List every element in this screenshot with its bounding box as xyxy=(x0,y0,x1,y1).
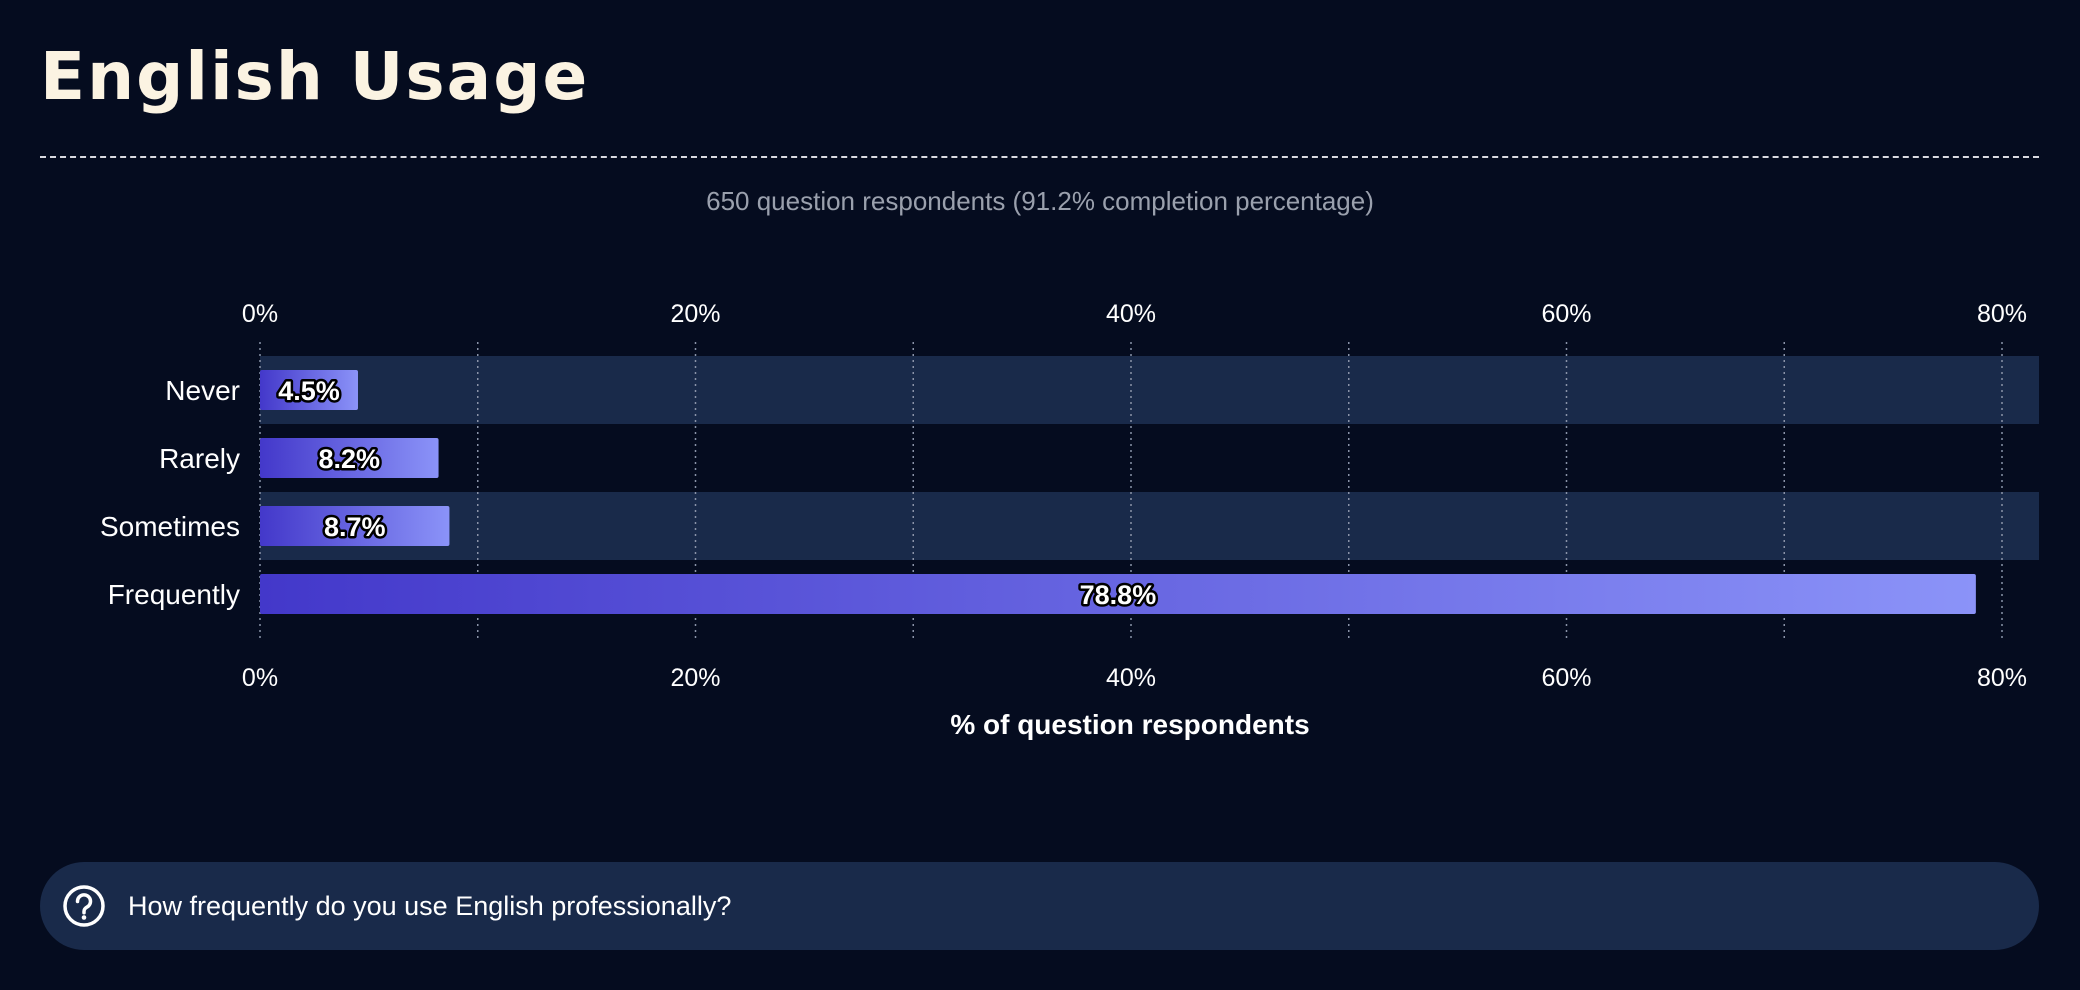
category-label: Frequently xyxy=(108,579,240,610)
tick-label-bottom: 20% xyxy=(670,664,720,692)
question-text: How frequently do you use English profes… xyxy=(128,891,732,921)
tick-label-bottom: 0% xyxy=(242,664,278,692)
bar-value-label: 4.5% xyxy=(278,376,340,406)
tick-label-top: 0% xyxy=(242,300,278,328)
bar-chart: 0% 20% 40% 60% 80% 0% 20% 40% 60% 80% Never Rarel… xyxy=(100,300,2039,740)
row-band xyxy=(260,356,2039,424)
tick-label-bottom: 60% xyxy=(1541,664,1591,692)
row-bands xyxy=(260,356,2039,560)
category-label: Sometimes xyxy=(100,511,240,542)
bar xyxy=(260,438,439,478)
respondents-subtitle: 650 question respondents (91.2% completi… xyxy=(706,186,1374,216)
tick-label-top: 20% xyxy=(670,300,720,328)
tick-label-bottom: 80% xyxy=(1977,664,2027,692)
bar-value-label: 8.7% xyxy=(324,512,386,542)
bar xyxy=(260,370,358,410)
question-box: How frequently do you use English profes… xyxy=(40,862,2039,950)
category-label: Rarely xyxy=(159,443,240,474)
bottom-axis-ticks: 0% 20% 40% 60% 80% xyxy=(242,664,2027,692)
top-axis-ticks: 0% 20% 40% 60% 80% xyxy=(242,300,2027,328)
bar xyxy=(260,574,1976,614)
page-title: English Usage xyxy=(40,38,590,115)
bar-value-label: 8.2% xyxy=(319,444,381,474)
bars xyxy=(260,370,1976,614)
x-axis-label: % of question respondents xyxy=(950,709,1309,740)
category-label: Never xyxy=(165,375,240,406)
row-band xyxy=(260,492,2039,560)
bar xyxy=(260,506,450,546)
tick-label-top: 40% xyxy=(1106,300,1156,328)
tick-label-bottom: 40% xyxy=(1106,664,1156,692)
tick-label-top: 60% xyxy=(1541,300,1591,328)
title-divider xyxy=(40,156,2039,158)
question-circle-icon xyxy=(63,885,105,927)
bar-value-labels: 4.5% 8.2% 8.7% 78.8% xyxy=(276,374,1159,613)
category-labels: Never Rarely Sometimes Frequently xyxy=(100,375,240,610)
bar-value-label: 78.8% xyxy=(1080,580,1157,610)
tick-label-top: 80% xyxy=(1977,300,2027,328)
